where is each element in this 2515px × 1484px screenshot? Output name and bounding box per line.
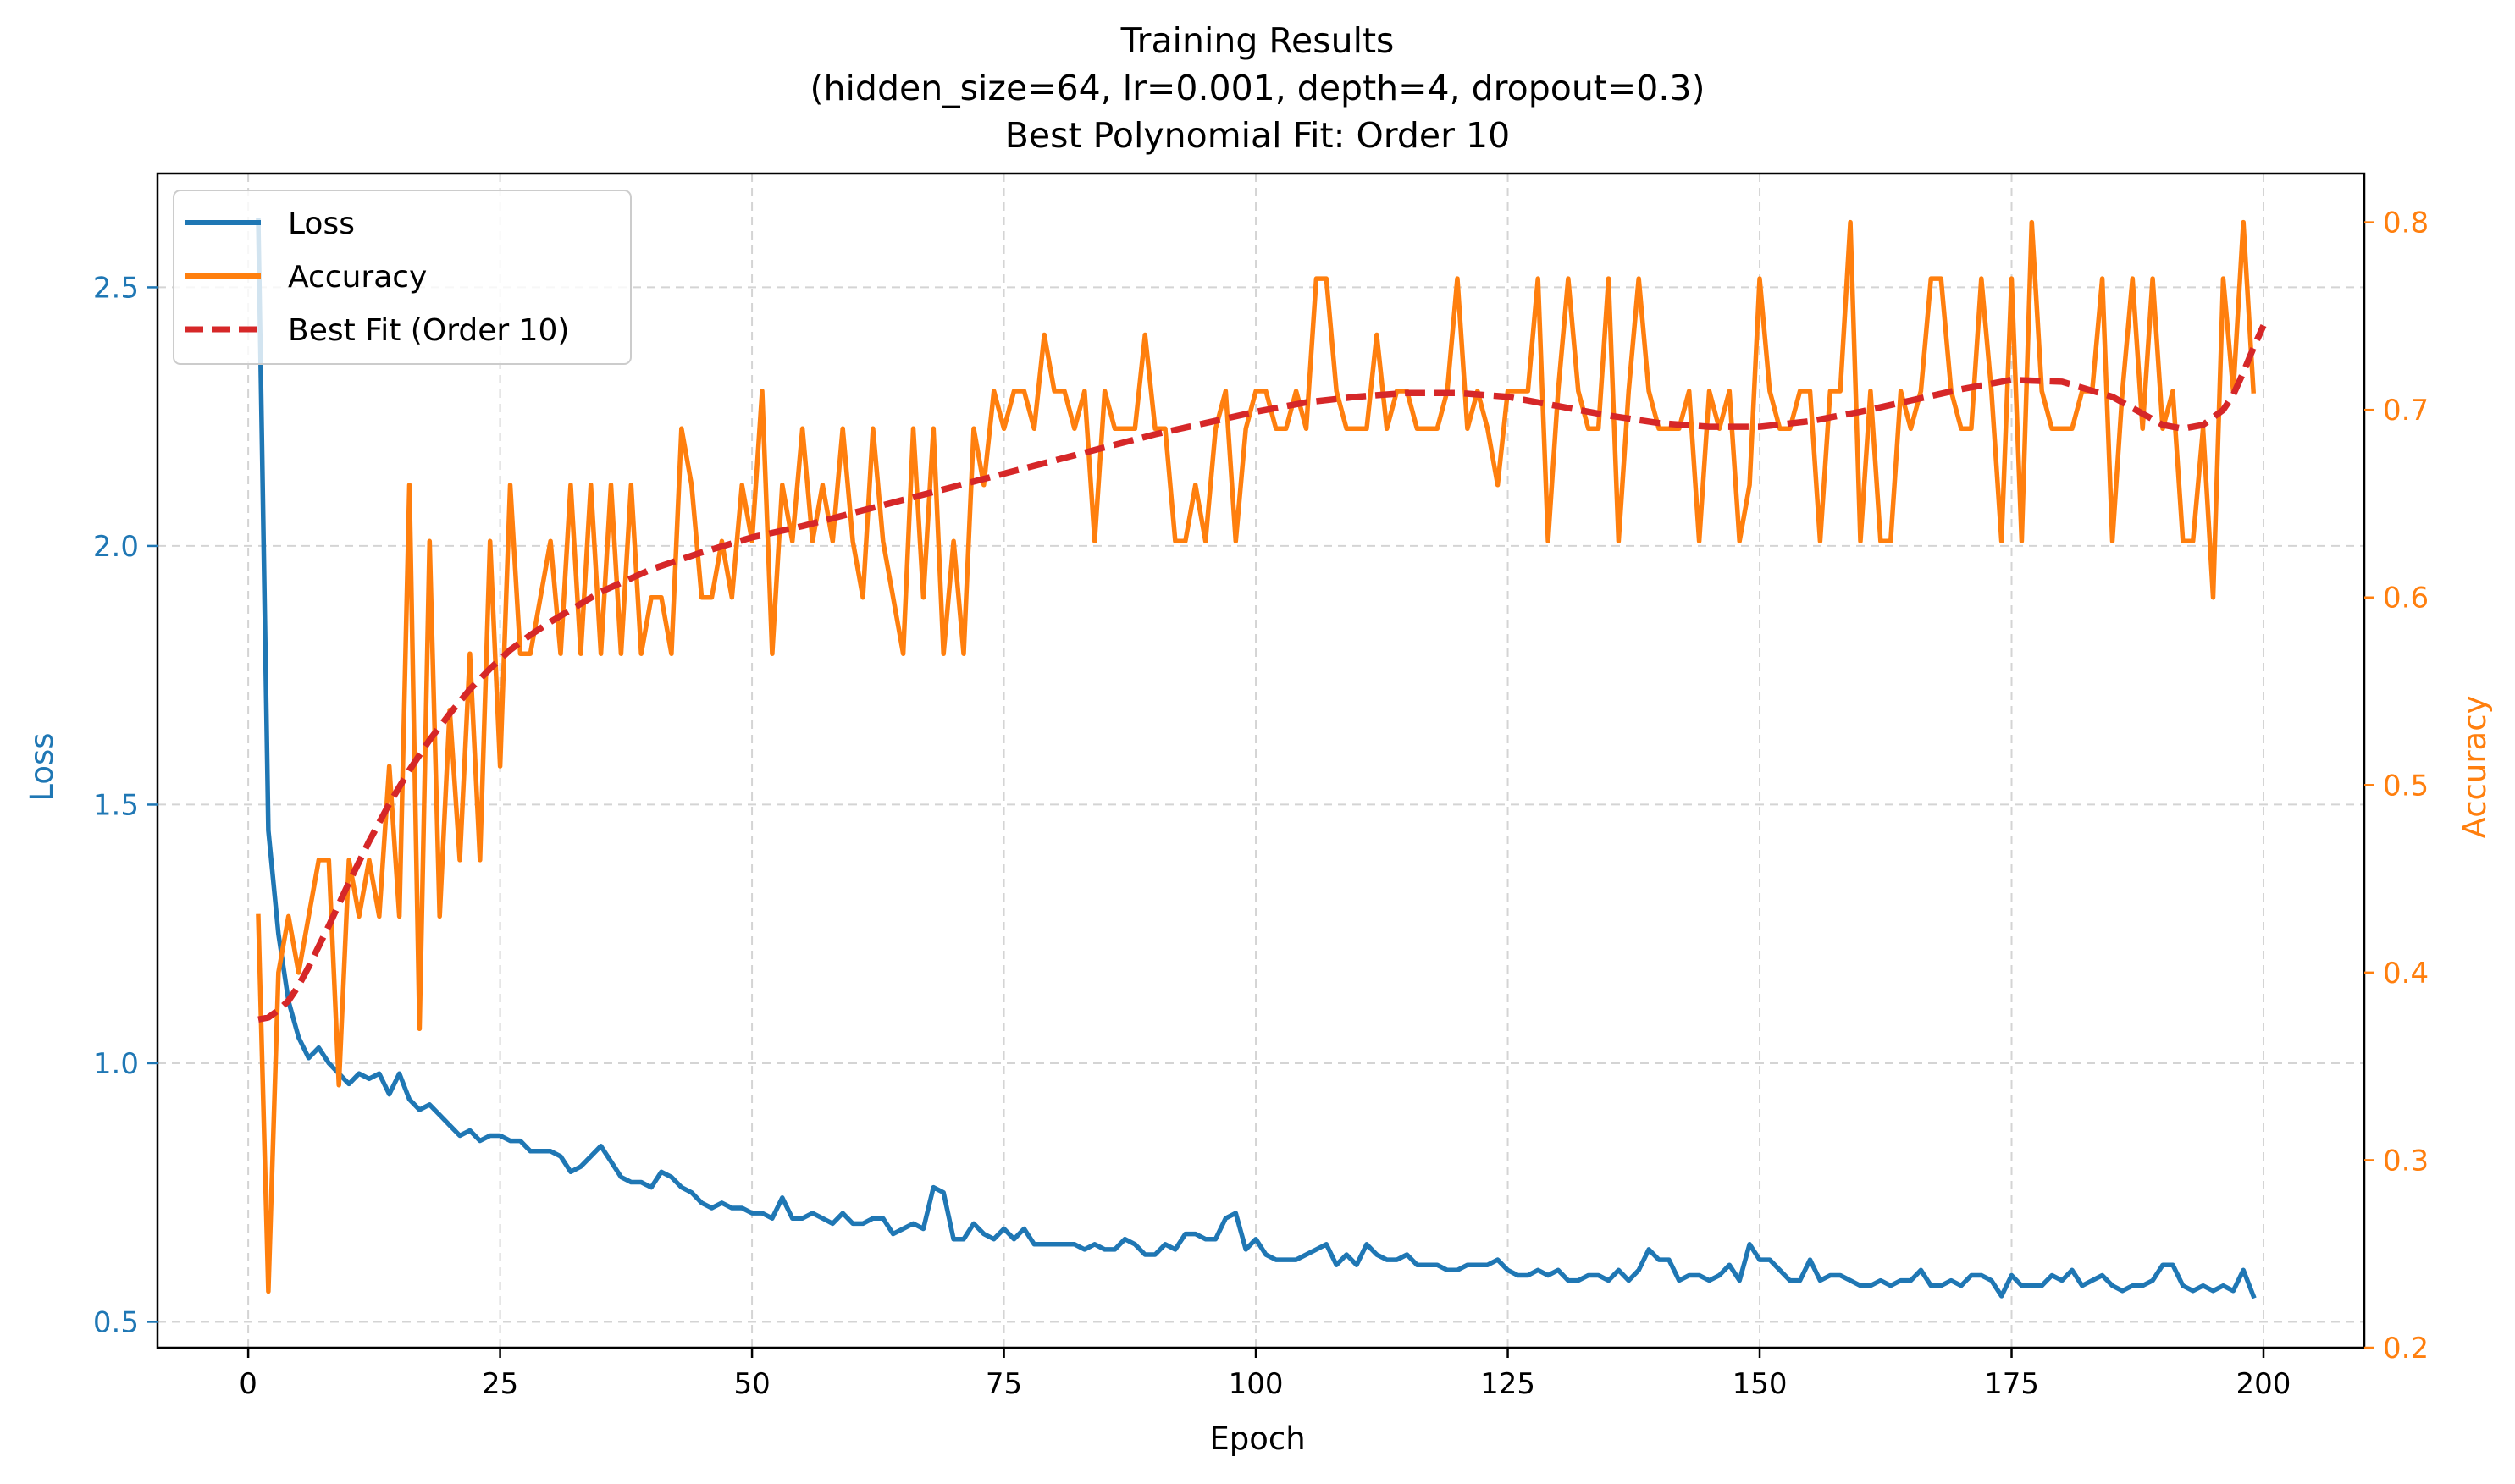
y-left-tick-label-1: 1.0 [93,1047,139,1081]
series-line-loss [256,218,2257,1299]
legend-label-loss: Loss [288,207,355,241]
y-left-tick-label-4: 2.5 [93,271,139,305]
x-tick-label-3: 75 [986,1367,1022,1401]
chart-title-line-1: Training Results [1120,20,1395,61]
x-tick-label-0: 0 [239,1367,257,1401]
series-line-accuracy [256,219,2257,1294]
axes: 0 25 50 75 100 125 150 175 200 0.5 1.0 1.5 2.0 2.5 0.2… [93,172,2429,1401]
x-tick-label-8: 200 [2236,1367,2291,1401]
chart-title-line-2: (hidden_size=64, lr=0.001, depth=4, drop… [810,68,1705,108]
x-tick-label-4: 100 [1229,1367,1284,1401]
x-tick-label-1: 25 [482,1367,518,1401]
y-right-tick-label-0: 0.2 [2383,1332,2429,1365]
y-right-tick-label-5: 0.7 [2383,394,2429,428]
y-right-tick-label-2: 0.4 [2383,957,2429,990]
y-right-tick-label-1: 0.3 [2383,1144,2429,1178]
x-axis-label: Epoch [1209,1421,1305,1457]
plot-frame [156,172,2366,1349]
legend-label-accuracy: Accuracy [288,260,427,295]
legend-frame [173,190,632,365]
y-left-tick-label-2: 1.5 [93,788,139,822]
y-right-tick-label-4: 0.6 [2383,582,2429,615]
series-line-best-fit [257,323,2267,1023]
y-right-tick-label-3: 0.5 [2383,769,2429,803]
y-left-tick-label-3: 2.0 [93,530,139,564]
chart-title-line-3: Best Polynomial Fit: Order 10 [1005,115,1510,156]
x-tick-label-6: 150 [1733,1367,1788,1401]
y-left-tick-label-0: 0.5 [93,1305,139,1339]
y-axis-right-label: Accuracy [2457,696,2493,839]
x-tick-label-2: 50 [733,1367,770,1401]
plot-series [256,218,2267,1299]
x-tick-label-7: 175 [1984,1367,2039,1401]
x-tick-label-5: 125 [1480,1367,1535,1401]
legend-label-best-fit: Best Fit (Order 10) [288,313,569,348]
y-right-tick-label-6: 0.8 [2383,207,2429,240]
y-axis-left-label: Loss [24,732,60,801]
legend: Loss Accuracy Best Fit (Order 10) [173,190,632,365]
